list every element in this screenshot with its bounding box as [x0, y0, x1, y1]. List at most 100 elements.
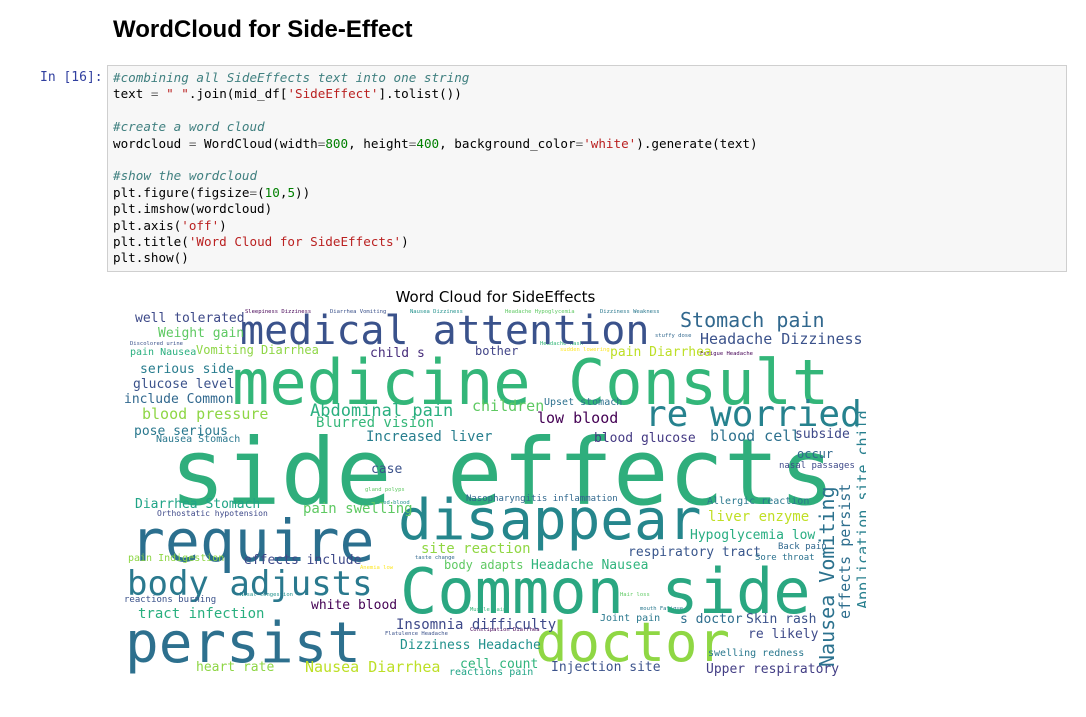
output-figure: Word Cloud for SideEffects Sleepiness Di…: [118, 285, 868, 685]
cloud-word: Increased liver: [366, 429, 492, 445]
code-token: text: [113, 86, 151, 102]
cloud-word: Headache Nausea: [531, 558, 648, 573]
filler-word: Dizziness Weakness: [600, 309, 660, 315]
cloud-word: blood glucose: [594, 431, 696, 446]
cloud-word: blood cell: [710, 427, 800, 445]
cloud-word: pain Diarrhea: [610, 345, 712, 360]
code-token: 'white': [583, 135, 637, 151]
filler-word: Flatulence Headache: [385, 631, 448, 637]
cloud-word: Headache Dizziness: [700, 330, 863, 348]
filler-word: Fatigue Headache: [700, 351, 753, 357]
cloud-word: pain Indigestion: [128, 553, 224, 564]
filler-word: Anemia low: [360, 565, 394, 571]
cloud-word: case: [371, 462, 402, 477]
code-cell[interactable]: #combining all SideEffects text into one…: [107, 65, 1067, 272]
cloud-word: pain swelling: [303, 501, 413, 517]
cloud-word: occur: [797, 447, 833, 461]
cloud-word: Nasopharyngitis inflammation: [466, 494, 618, 504]
cloud-word: include Common: [124, 392, 234, 407]
code-token: WordCloud(width: [196, 135, 318, 151]
code-token: =: [249, 184, 258, 200]
code-token: plt.title(: [113, 233, 189, 249]
cloud-word: Application site child: [854, 410, 866, 609]
cloud-word: Weight gain: [158, 326, 244, 341]
code-line: plt.show(): [113, 250, 1066, 266]
code-line: #show the wordcloud: [113, 168, 1066, 184]
code-token: 10: [264, 184, 280, 200]
cell-prompt: In [16]:: [40, 70, 103, 85]
cloud-word: effects persist: [836, 484, 854, 619]
word-cloud-image: Sleepiness Dizziness Diarrhea Vomiting Nau…: [124, 308, 866, 678]
code-token: =: [575, 135, 584, 151]
code-token: #combining all SideEffects text into one…: [113, 70, 470, 85]
code-line: [113, 152, 1066, 168]
code-token: 'Word Cloud for SideEffects': [188, 233, 402, 249]
cloud-word: white blood: [311, 598, 397, 613]
cloud-word: Insomnia difficulty: [396, 617, 556, 633]
filler-word: Nasal congestion: [240, 592, 293, 598]
cloud-word: children: [472, 397, 544, 415]
filler-word: Discolored urine: [130, 341, 183, 347]
code-token: 5: [287, 184, 296, 200]
cloud-word: medical attention: [240, 308, 649, 354]
cloud-word: Upper respiratory: [706, 662, 839, 677]
cloud-word: side effects: [170, 419, 835, 526]
filler-word: Diarrhea Vomiting: [330, 309, 386, 315]
cloud-word: low blood: [537, 409, 618, 427]
code-token: ).generate(text): [636, 135, 758, 151]
code-token: , background_color: [439, 135, 576, 151]
filler-word: Hair loss: [620, 592, 650, 598]
cloud-word: bother: [475, 344, 518, 358]
cloud-word: Diarrhea Stomach: [135, 497, 260, 512]
filler-word: Muscle pain: [470, 607, 506, 613]
cloud-word: Nausea Diarrhea: [305, 658, 440, 676]
code-token: plt.imshow(wordcloud): [113, 201, 273, 217]
cloud-word: re likely: [748, 627, 819, 642]
cloud-word: Skin rash: [746, 612, 816, 627]
code-token: #create a word cloud: [113, 119, 265, 135]
cloud-word: medicine Consult: [232, 346, 829, 419]
code-token: =: [188, 135, 197, 151]
cloud-word: Blurred vision: [316, 415, 434, 431]
cloud-word: nasal passages: [779, 461, 855, 471]
cloud-word: Abdominal pain: [310, 401, 453, 421]
cloud-word: reactions pain: [449, 667, 533, 678]
filler-word: sudden lowering: [560, 347, 610, 353]
code-token: wordcloud: [113, 135, 189, 151]
code-line: plt.figure(figsize=(10,5)): [113, 185, 1066, 201]
code-token: 'off': [181, 217, 220, 233]
code-token: plt.figure(figsize: [113, 184, 250, 200]
code-line: wordcloud = WordCloud(width=800, height=…: [113, 136, 1066, 152]
cloud-word: Orthostatic hypotension: [157, 509, 268, 518]
figure-title: Word Cloud for SideEffects: [395, 288, 596, 306]
cloud-word: Common side: [400, 555, 811, 628]
code-token: 'SideEffect': [287, 86, 379, 102]
cloud-word: Injection site: [551, 660, 661, 675]
cloud-word: serious side: [140, 362, 234, 377]
cloud-word: Dizziness Headache: [400, 638, 541, 653]
code-token: " ": [166, 86, 189, 102]
cloud-word: s doctor: [680, 612, 743, 627]
cloud-word: Joint pain: [600, 613, 660, 624]
cloud-word: Back pain: [778, 542, 827, 552]
filler-word: Decreased blood: [360, 500, 410, 506]
filler-word: taste change: [415, 555, 455, 561]
filler-word: Headache Rash: [540, 341, 583, 347]
filler-word: Headache Hypoglycemia: [505, 309, 575, 315]
cloud-word: require: [130, 507, 374, 575]
cloud-word: re worried: [645, 394, 862, 435]
cloud-word: subside: [795, 427, 850, 442]
cloud-word: Upset stomach: [544, 397, 622, 408]
code-line: plt.axis('off'): [113, 218, 1066, 234]
cloud-word: site reaction: [421, 541, 531, 557]
cloud-word: blood pressure: [142, 405, 268, 423]
code-token: 400: [416, 135, 440, 151]
cloud-word: Nausea Vomiting: [815, 486, 839, 667]
code-token: )): [295, 184, 311, 200]
cloud-word: doctor: [535, 611, 730, 674]
code-token: [159, 86, 167, 101]
code-editor[interactable]: #combining all SideEffects text into one…: [113, 70, 1066, 267]
cloud-word: Nausea Stomach: [156, 434, 240, 445]
cloud-word: persist: [125, 611, 361, 676]
cloud-word: reactions burning: [124, 595, 216, 605]
